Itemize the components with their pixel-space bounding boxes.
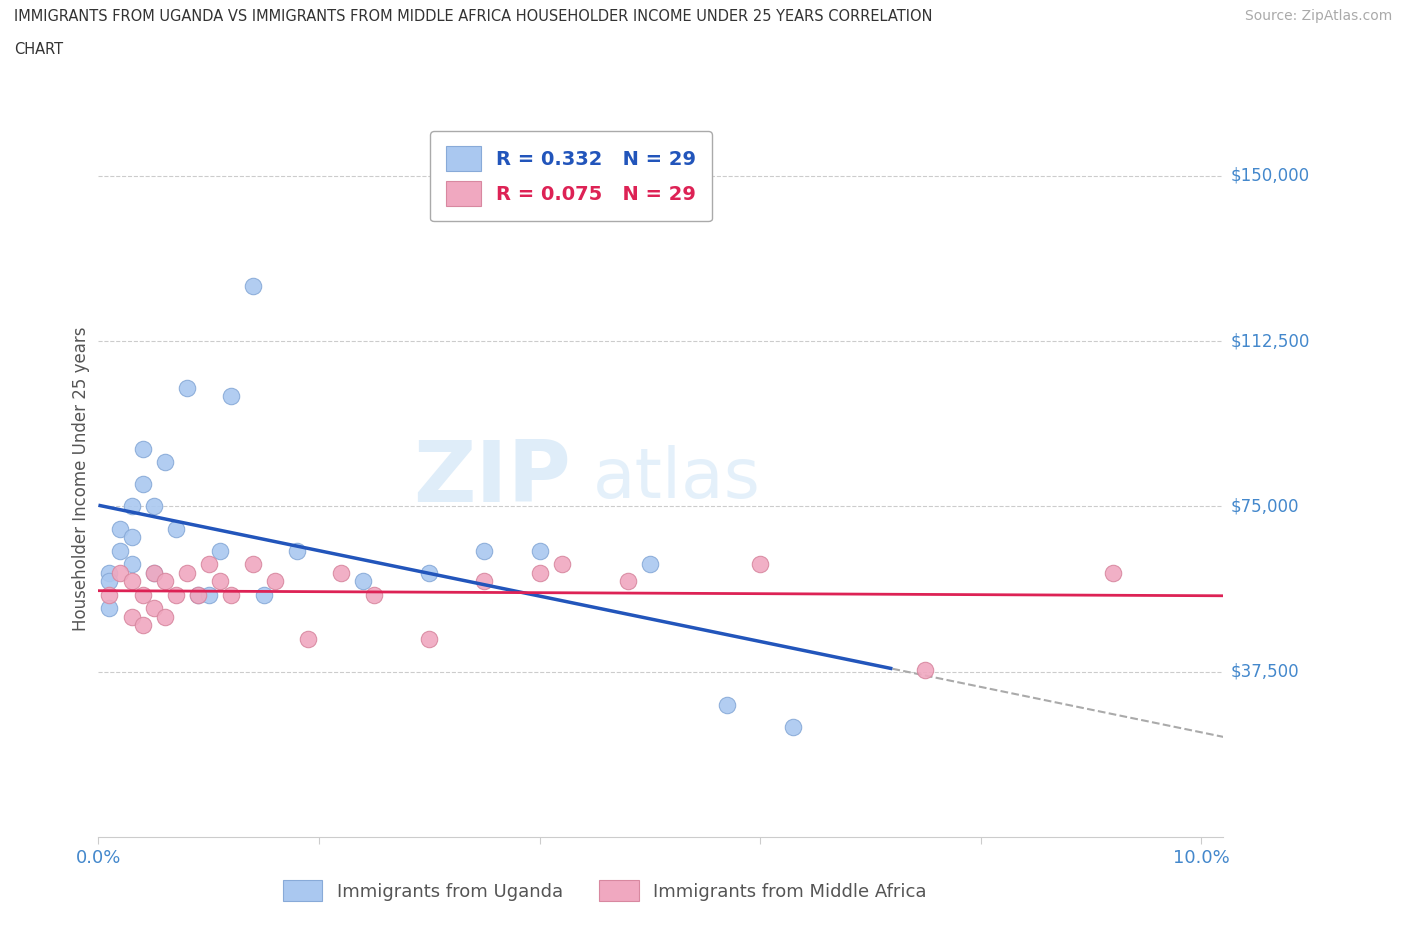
Point [153, 455, 176, 470]
Text: $150,000: $150,000 [1230, 167, 1309, 185]
Point [142, 565, 165, 580]
Point [474, 574, 496, 589]
Text: $112,500: $112,500 [1230, 332, 1309, 351]
Text: atlas: atlas [593, 445, 761, 512]
Point [121, 609, 143, 624]
Text: IMMIGRANTS FROM UGANDA VS IMMIGRANTS FROM MIDDLE AFRICA HOUSEHOLDER INCOME UNDER: IMMIGRANTS FROM UGANDA VS IMMIGRANTS FRO… [14, 9, 932, 24]
Point [208, 574, 231, 589]
Point [716, 698, 738, 712]
Text: Source: ZipAtlas.com: Source: ZipAtlas.com [1244, 9, 1392, 23]
Point [1102, 565, 1125, 580]
Point [110, 521, 132, 536]
Point [616, 574, 638, 589]
Point [529, 565, 551, 580]
Point [474, 543, 496, 558]
Point [121, 574, 143, 589]
Point [142, 565, 165, 580]
Point [153, 574, 176, 589]
Point [263, 574, 285, 589]
Point [121, 556, 143, 571]
Y-axis label: Householder Income Under 25 years: Householder Income Under 25 years [72, 326, 90, 631]
Point [131, 442, 153, 457]
Point [418, 631, 440, 646]
Point [638, 556, 661, 571]
Point [418, 565, 440, 580]
Point [110, 543, 132, 558]
Text: ZIP: ZIP [413, 437, 571, 521]
Point [285, 543, 308, 558]
Point [98, 574, 121, 589]
Point [110, 565, 132, 580]
Text: CHART: CHART [14, 42, 63, 57]
Point [219, 389, 242, 404]
Point [142, 499, 165, 514]
Point [219, 587, 242, 602]
Point [142, 601, 165, 616]
Text: $37,500: $37,500 [1230, 663, 1299, 681]
Point [197, 556, 219, 571]
Point [197, 587, 219, 602]
Point [131, 477, 153, 492]
Legend: Immigrants from Uganda, Immigrants from Middle Africa: Immigrants from Uganda, Immigrants from … [274, 871, 935, 910]
Point [176, 380, 198, 395]
Point [749, 556, 772, 571]
Point [363, 587, 385, 602]
Point [131, 587, 153, 602]
Point [165, 521, 187, 536]
Point [297, 631, 319, 646]
Point [153, 609, 176, 624]
Point [782, 720, 804, 735]
Point [529, 543, 551, 558]
Point [242, 279, 264, 294]
Point [208, 543, 231, 558]
Point [914, 662, 936, 677]
Point [98, 565, 121, 580]
Point [352, 574, 374, 589]
Text: $75,000: $75,000 [1230, 498, 1299, 515]
Point [330, 565, 353, 580]
Point [176, 565, 198, 580]
Point [121, 499, 143, 514]
Point [121, 530, 143, 545]
Point [131, 618, 153, 633]
Point [165, 587, 187, 602]
Point [98, 587, 121, 602]
Point [187, 587, 209, 602]
Point [253, 587, 276, 602]
Point [242, 556, 264, 571]
Point [550, 556, 572, 571]
Point [98, 601, 121, 616]
Point [187, 587, 209, 602]
